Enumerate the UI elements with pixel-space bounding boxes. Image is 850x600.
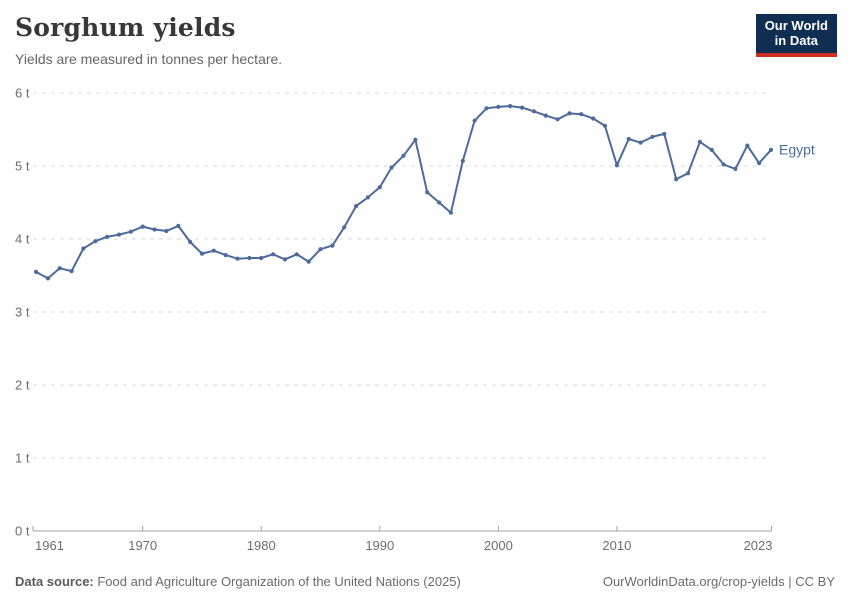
data-point[interactable] [531,109,537,114]
y-tick-label: 1 t [15,451,30,466]
data-point[interactable] [93,239,98,244]
data-source-text: Food and Agriculture Organization of the… [93,574,461,589]
series-label-egypt[interactable]: Egypt [779,141,815,157]
data-point[interactable] [721,162,726,167]
data-point[interactable] [259,255,264,261]
data-point[interactable] [354,204,359,209]
x-tick-label: 1961 [35,538,64,553]
data-point[interactable] [69,269,74,274]
data-point[interactable] [306,259,311,264]
data-point[interactable] [188,239,193,244]
data-point[interactable] [733,166,738,171]
data-point[interactable] [57,266,62,271]
y-tick-label: 5 t [15,159,30,174]
x-tick-label: 1970 [128,538,157,553]
y-gridlines [33,92,772,532]
data-point[interactable] [519,105,525,110]
x-tick-label: 2000 [484,538,513,553]
data-point[interactable] [602,123,608,128]
data-point[interactable] [543,113,548,118]
data-point[interactable] [199,251,205,256]
data-point[interactable] [116,232,122,237]
credit-link[interactable]: OurWorldinData.org/crop-yields | CC BY [602,574,835,589]
owid-logo[interactable]: Our World in Data [755,14,837,57]
owid-logo-line1: Our World [764,18,828,33]
data-point[interactable] [437,200,442,205]
data-point[interactable] [757,161,762,166]
data-point[interactable] [555,117,560,122]
data-point[interactable] [745,143,750,148]
data-point[interactable] [81,246,86,251]
data-point[interactable] [685,171,691,176]
data-point[interactable] [223,253,228,258]
data-point[interactable] [638,140,643,145]
page-title: Sorghum yields [15,13,236,42]
data-point[interactable] [271,252,276,257]
x-tick-label: 2023 [744,538,773,553]
y-axis-labels: 0 t 1 t 2 t 3 t 4 t 5 t 6 t [15,86,30,539]
data-point[interactable] [650,134,655,139]
data-point[interactable] [247,255,252,261]
y-tick-label: 2 t [15,378,30,393]
data-source-label: Data source: [15,574,94,589]
data-point[interactable] [460,158,465,163]
y-tick-label: 0 t [15,524,30,539]
data-point[interactable] [413,137,418,142]
data-point[interactable] [211,248,216,253]
data-point[interactable] [365,195,370,200]
data-point[interactable] [768,147,774,152]
data-point[interactable] [425,190,430,195]
data-point[interactable] [377,185,382,190]
y-tick-label: 6 t [15,86,30,101]
data-point[interactable] [472,118,477,123]
data-point[interactable] [448,210,453,215]
data-source: Data source: Food and Agriculture Organi… [15,574,461,589]
data-point[interactable] [626,136,631,142]
data-point[interactable] [140,224,145,229]
data-point[interactable] [484,106,489,111]
x-tick-label: 1980 [247,538,276,553]
x-tick-label: 1990 [365,538,394,553]
data-point[interactable] [567,111,572,116]
data-point[interactable] [318,247,323,252]
data-point[interactable] [709,147,714,152]
data-point[interactable] [45,276,51,281]
data-point[interactable] [697,139,703,144]
x-axis: 1961 1970 1980 1990 2000 2010 2023 [32,526,773,553]
data-point-markers [33,104,774,281]
data-point[interactable] [401,153,406,158]
data-point[interactable] [389,165,394,170]
y-tick-label: 4 t [15,232,30,247]
data-point[interactable] [128,229,133,234]
chart-header: Sorghum yields Yields are measured in to… [15,13,282,67]
data-point[interactable] [176,223,181,228]
data-point[interactable] [152,227,157,232]
data-point[interactable] [674,177,679,182]
x-tick-label: 2010 [602,538,631,553]
owid-logo-line2: in Data [774,32,819,48]
data-point[interactable] [508,104,513,109]
data-point[interactable] [579,112,584,117]
data-point[interactable] [33,269,39,274]
data-point[interactable] [235,256,240,261]
chart-footer: Data source: Food and Agriculture Organi… [15,574,835,589]
data-point[interactable] [294,252,299,257]
data-point[interactable] [282,257,288,262]
data-point[interactable] [496,104,501,109]
data-point[interactable] [164,228,169,234]
data-point[interactable] [105,234,110,239]
data-point[interactable] [342,225,347,230]
data-point[interactable] [662,131,667,136]
data-point[interactable] [591,116,596,121]
data-point[interactable] [330,243,335,248]
y-tick-label: 3 t [15,305,30,320]
series-line-egypt[interactable] [35,105,772,280]
data-point[interactable] [614,163,620,168]
chart-subtitle: Yields are measured in tonnes per hectar… [15,51,283,67]
